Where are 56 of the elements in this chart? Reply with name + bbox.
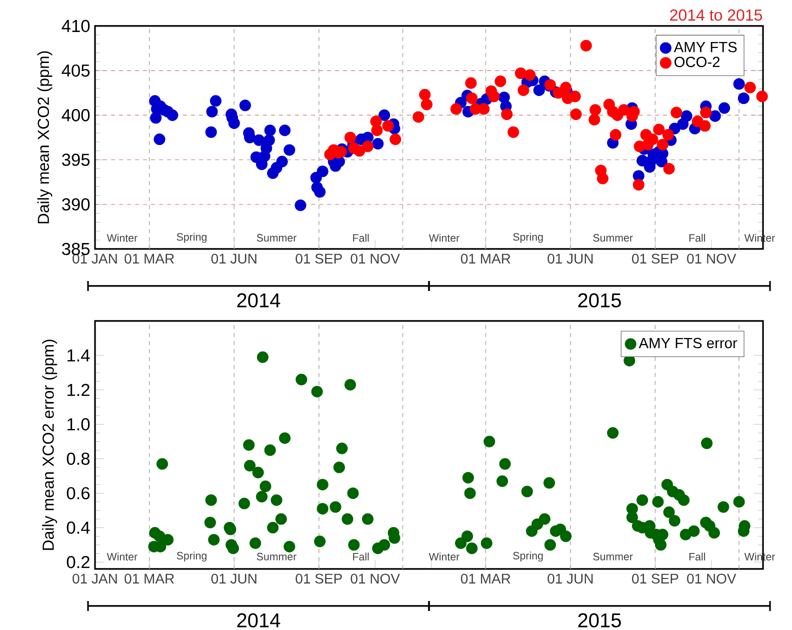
annotation: Summer bbox=[256, 234, 296, 242]
annotation: Fall bbox=[353, 234, 369, 242]
x-tick-label: 01 MAR bbox=[124, 574, 174, 584]
y-tick-label: 1.4 bbox=[68, 349, 90, 362]
y-tick-label: 410 bbox=[62, 20, 90, 32]
x-tick-label: 01 JUN bbox=[548, 574, 593, 584]
y-axis-title: Daily mean XCO2 (ppm) bbox=[37, 51, 52, 224]
annotation: Spring bbox=[176, 232, 206, 243]
legend-label: OCO-2 bbox=[674, 56, 720, 68]
annotation: Fall bbox=[689, 552, 706, 560]
y-tick-label: 405 bbox=[62, 64, 90, 77]
y-tick-label: 1.2 bbox=[68, 384, 90, 396]
legend-label: AMY FTS bbox=[674, 42, 737, 52]
annotation: Winter bbox=[428, 234, 460, 242]
y-tick-label: 1.0 bbox=[68, 418, 90, 430]
chart-title: 2014 to 2015 bbox=[670, 9, 762, 21]
x-tick-label: 01 NOV bbox=[687, 574, 736, 584]
annotation: Fall bbox=[353, 552, 369, 560]
y-tick-label: 0.8 bbox=[66, 452, 90, 465]
y-tick-label: 395 bbox=[62, 154, 90, 166]
annotation: Fall bbox=[689, 234, 706, 242]
x-tick-label: 01 NOV bbox=[687, 254, 736, 264]
legend-label: AMY FTS error bbox=[638, 338, 738, 348]
annotation: Winter bbox=[428, 552, 460, 560]
x-tick-label: 01 JUN bbox=[211, 574, 256, 584]
x-tick-label: 01 NOV bbox=[350, 254, 400, 264]
y-tick-label: 0.6 bbox=[66, 487, 90, 500]
x-tick-label: 01 SEP bbox=[632, 574, 678, 584]
x-tick-label: 01 MAR bbox=[124, 254, 174, 264]
y-tick-label: 385 bbox=[62, 242, 90, 256]
annotation: Spring bbox=[513, 232, 543, 243]
y-tick-label: 400 bbox=[62, 109, 90, 122]
y-axis-title: Daily mean XCO2 error (ppm) bbox=[42, 340, 58, 550]
text: 2015 bbox=[578, 293, 621, 308]
x-tick-label: 01 SEP bbox=[296, 574, 342, 584]
x-tick-label: 01 SEP bbox=[632, 254, 678, 264]
y-tick-label: 390 bbox=[62, 198, 90, 211]
annotation: Spring bbox=[176, 552, 206, 562]
x-tick-label: 01 JUN bbox=[548, 254, 593, 264]
text: 2014 bbox=[237, 613, 280, 628]
text: 2014 bbox=[237, 293, 280, 308]
y-tick-label: 0.4 bbox=[66, 522, 90, 534]
text: 2015 bbox=[578, 613, 621, 628]
annotation: Winter bbox=[106, 234, 138, 242]
annotation: Spring bbox=[513, 552, 543, 562]
x-tick-label: 01 JUN bbox=[211, 254, 256, 264]
x-tick-label: 01 SEP bbox=[296, 254, 342, 264]
y-tick-label: 0.2 bbox=[66, 556, 90, 568]
x-tick-label: 01 MAR bbox=[460, 254, 510, 264]
annotation: Summer bbox=[256, 552, 296, 560]
x-tick-label: 01 MAR bbox=[460, 574, 510, 584]
x-tick-label: 01 JAN bbox=[72, 574, 117, 584]
x-tick-label: 01 NOV bbox=[350, 574, 400, 584]
annotation: Summer bbox=[593, 552, 633, 560]
annotation: Summer bbox=[593, 234, 633, 242]
annotation: Winter bbox=[106, 552, 138, 560]
